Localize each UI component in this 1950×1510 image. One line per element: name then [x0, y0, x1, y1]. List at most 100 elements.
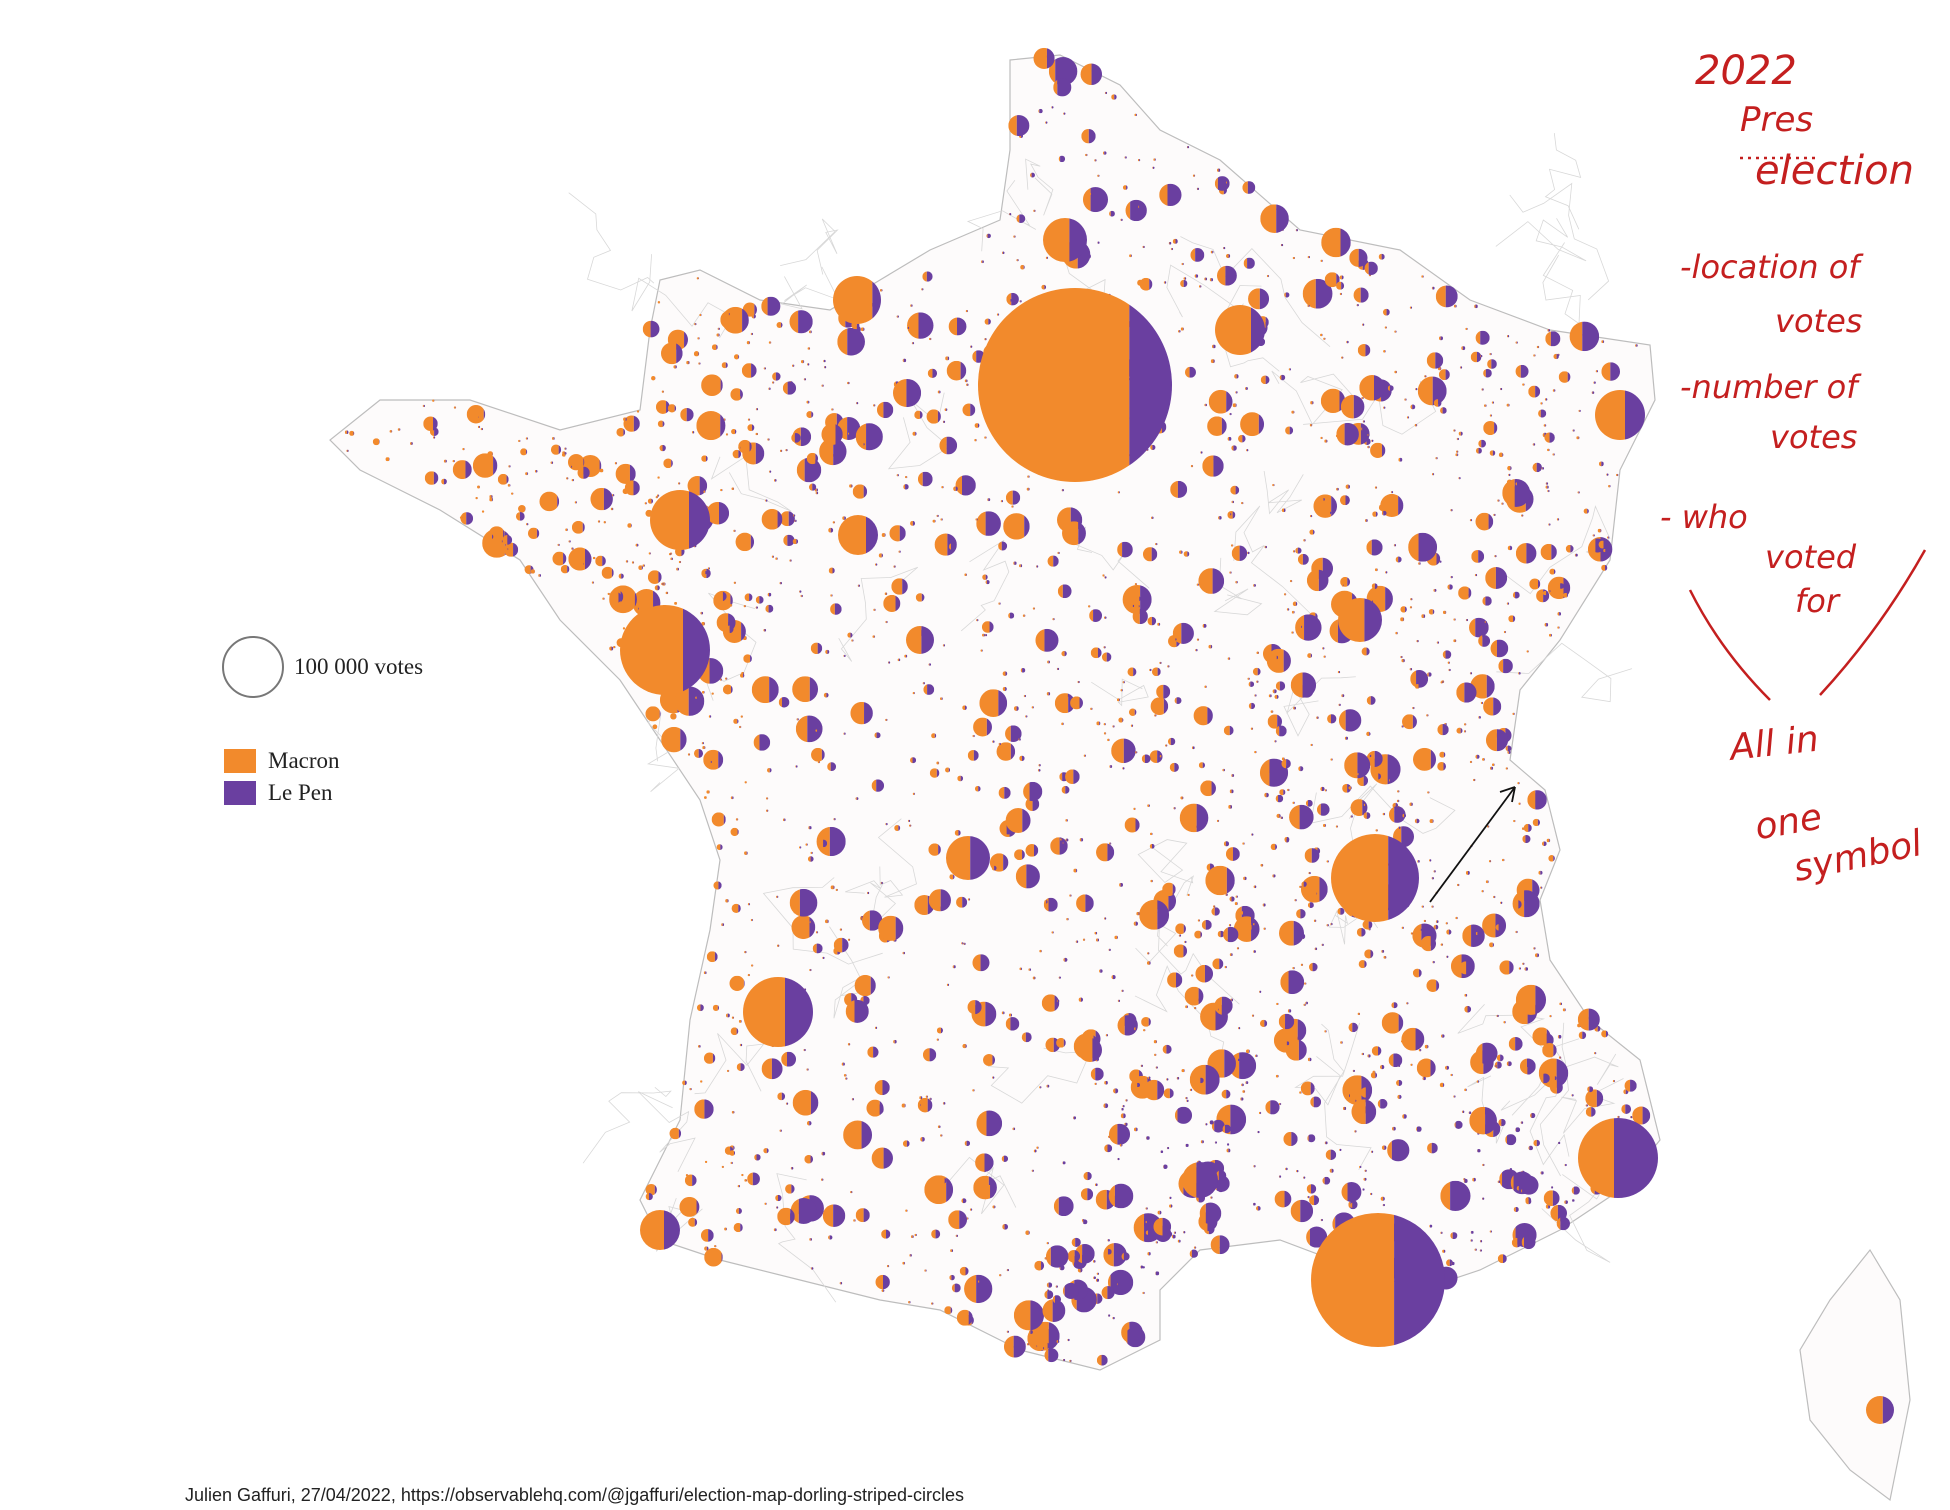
commune-vote-circle	[623, 415, 640, 432]
commune-vote-circle	[1109, 210, 1115, 217]
commune-vote-circle	[722, 306, 749, 334]
commune-vote-circle	[1216, 819, 1220, 823]
commune-vote-circle	[590, 487, 613, 511]
commune-vote-circle	[984, 633, 988, 637]
commune-vote-circle	[1141, 754, 1151, 764]
commune-vote-circle	[1416, 1058, 1436, 1078]
commune-vote-circle	[680, 407, 694, 422]
commune-vote-circle	[791, 915, 816, 940]
commune-vote-circle	[647, 570, 662, 584]
commune-vote-circle	[1321, 227, 1351, 258]
commune-vote-circle	[1440, 1231, 1443, 1235]
commune-vote-circle	[1533, 1139, 1541, 1147]
commune-vote-circle	[1426, 352, 1444, 369]
commune-vote-circle	[1019, 564, 1023, 568]
commune-vote-circle	[1515, 482, 1519, 486]
commune-vote-circle	[1193, 706, 1213, 726]
commune-vote-circle	[730, 1027, 739, 1036]
commune-vote-circle	[1354, 1099, 1357, 1103]
commune-vote-circle	[1001, 251, 1005, 255]
commune-vote-circle	[1050, 837, 1068, 855]
commune-vote-circle	[1374, 486, 1378, 489]
commune-vote-circle	[1043, 1342, 1050, 1349]
commune-vote-circle	[1233, 916, 1260, 942]
commune-vote-circle	[1465, 618, 1469, 622]
commune-vote-circle	[1045, 256, 1049, 260]
commune-vote-circle	[1103, 646, 1106, 649]
commune-vote-circle	[744, 781, 747, 784]
commune-vote-circle	[753, 734, 771, 751]
department-border-line	[1321, 1023, 1372, 1170]
department-border-line	[1495, 218, 1587, 262]
commune-vote-circle	[806, 1068, 809, 1071]
commune-vote-circle	[1052, 617, 1055, 621]
commune-vote-circle	[1075, 940, 1079, 943]
commune-vote-circle	[1180, 279, 1188, 288]
commune-vote-circle	[441, 478, 447, 485]
commune-vote-circle	[1062, 521, 1086, 546]
commune-vote-circle	[1408, 532, 1438, 562]
swatch-lepen	[224, 781, 256, 805]
commune-vote-circle	[1427, 672, 1432, 677]
commune-vote-circle	[1435, 456, 1438, 460]
commune-vote-circle	[1557, 612, 1562, 616]
commune-vote-circle	[1031, 706, 1034, 709]
commune-vote-circle	[1485, 729, 1509, 752]
commune-vote-circle	[922, 682, 926, 685]
commune-vote-circle	[918, 1103, 922, 1107]
commune-vote-circle	[1435, 285, 1458, 308]
commune-vote-circle	[1093, 1276, 1096, 1280]
department-border-line	[780, 218, 839, 275]
commune-vote-circle	[937, 390, 941, 394]
commune-vote-circle	[595, 555, 606, 567]
commune-vote-circle	[777, 1207, 795, 1226]
commune-vote-circle	[1569, 321, 1600, 352]
commune-vote-circle	[1384, 326, 1388, 329]
commune-vote-circle	[1291, 610, 1295, 614]
commune-vote-circle	[1252, 923, 1256, 926]
commune-vote-circle	[1268, 694, 1272, 698]
commune-vote-circle	[1267, 714, 1283, 729]
commune-vote-circle	[1426, 552, 1441, 566]
commune-vote-circle	[800, 360, 805, 364]
commune-vote-circle	[828, 527, 834, 533]
commune-vote-circle	[661, 582, 664, 586]
commune-vote-circle	[986, 233, 991, 239]
commune-vote-circle	[1178, 329, 1181, 333]
commune-vote-circle	[1255, 1054, 1258, 1058]
commune-vote-circle	[1549, 1080, 1563, 1094]
commune-vote-circle	[962, 403, 976, 417]
commune-vote-circle	[1198, 285, 1202, 288]
commune-vote-circle	[1288, 368, 1292, 371]
commune-vote-circle	[1221, 1089, 1231, 1099]
commune-vote-circle	[1135, 751, 1138, 754]
commune-vote-circle	[1418, 562, 1421, 565]
commune-vote-circle	[1214, 1141, 1218, 1144]
commune-vote-circle	[1305, 799, 1313, 807]
commune-vote-circle	[1593, 381, 1596, 384]
commune-vote-circle	[1053, 1196, 1074, 1217]
commune-vote-circle	[609, 646, 614, 651]
commune-vote-circle	[1118, 717, 1124, 723]
commune-vote-circle	[711, 692, 714, 695]
commune-vote-circle	[1137, 158, 1141, 162]
commune-vote-circle	[945, 356, 950, 361]
commune-vote-circle	[1323, 655, 1326, 658]
commune-vote-circle	[1011, 505, 1014, 508]
commune-vote-circle	[1630, 1115, 1633, 1119]
commune-vote-circle	[1338, 598, 1382, 642]
commune-vote-circle	[1005, 808, 1031, 833]
commune-vote-circle	[1387, 385, 1394, 392]
commune-vote-circle	[1549, 1014, 1552, 1018]
commune-vote-circle	[703, 1052, 716, 1064]
commune-vote-circle	[1009, 299, 1013, 302]
commune-vote-circle	[676, 567, 680, 571]
commune-vote-circle	[794, 519, 797, 523]
commune-vote-circle	[795, 765, 798, 768]
commune-vote-circle	[798, 846, 802, 849]
commune-vote-circle	[942, 420, 946, 424]
commune-vote-circle	[1547, 576, 1571, 600]
commune-vote-circle	[967, 898, 971, 901]
commune-vote-circle	[1470, 351, 1482, 363]
commune-vote-circle	[991, 865, 997, 871]
